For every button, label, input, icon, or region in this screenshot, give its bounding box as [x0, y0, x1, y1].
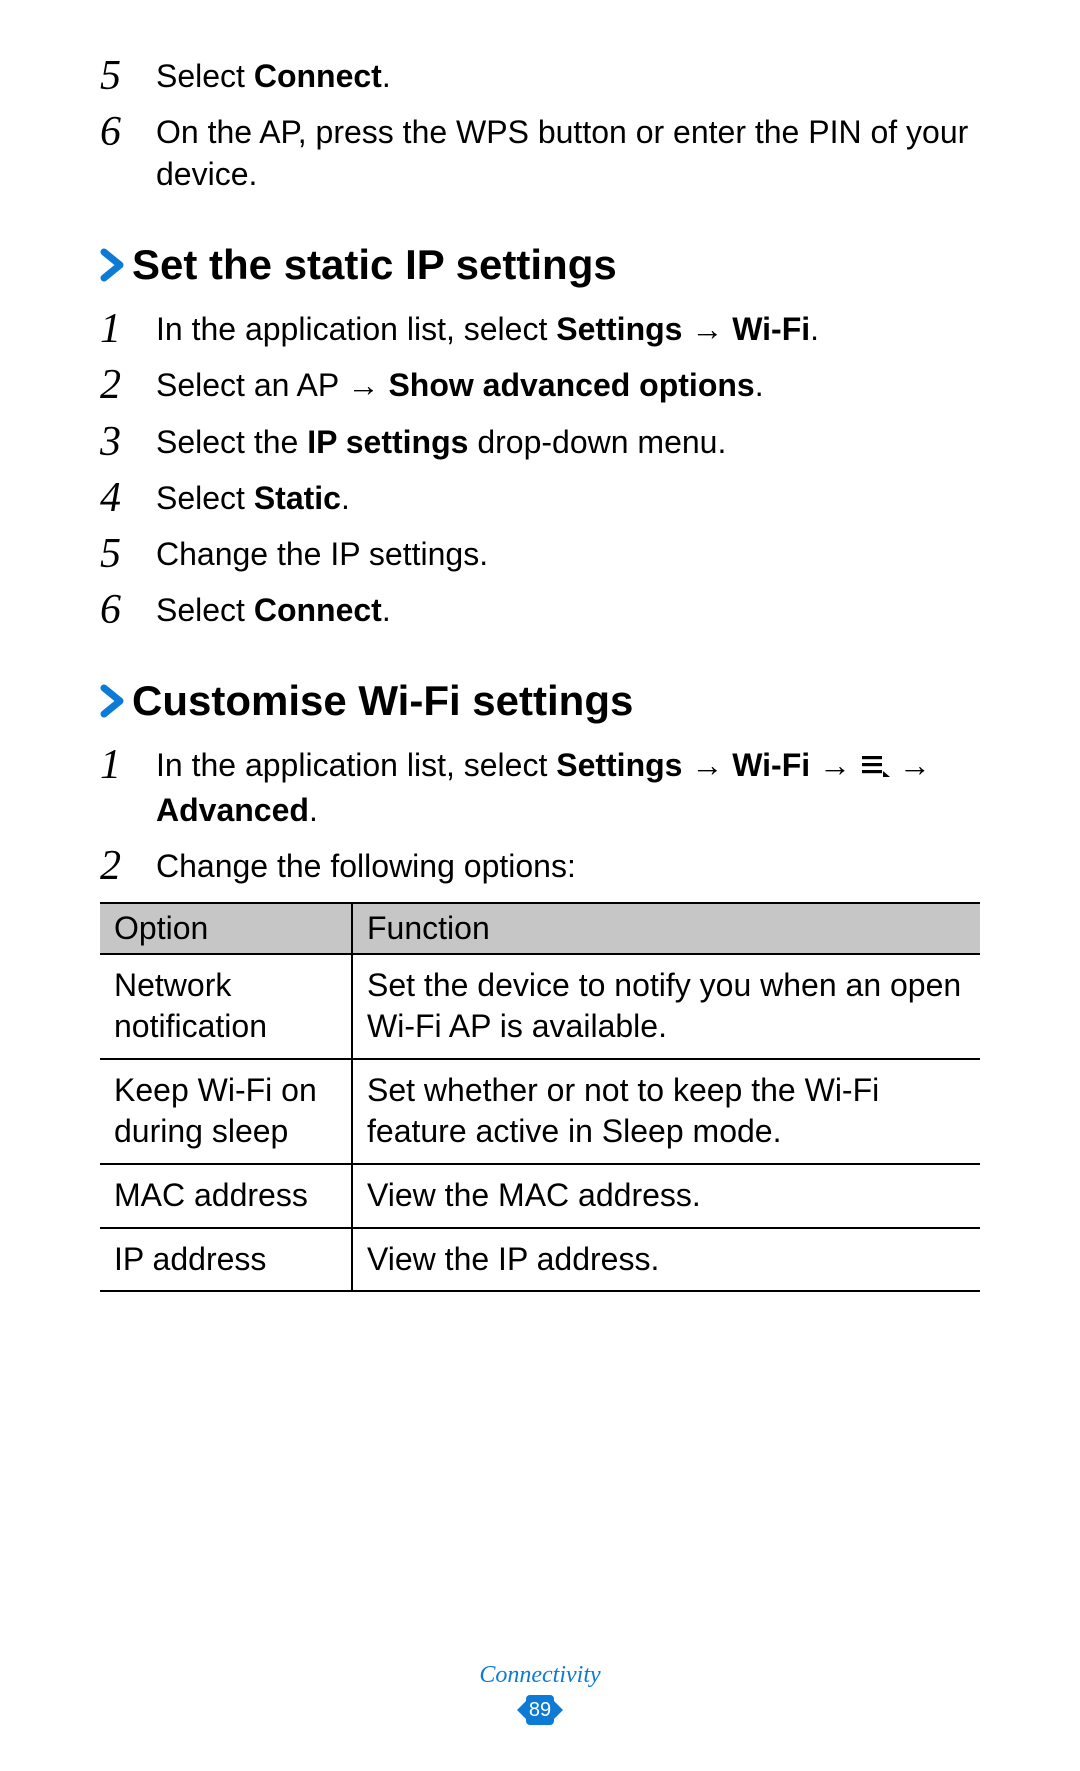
step-number: 2 — [100, 839, 144, 894]
manual-page: 5Select Connect.6On the AP, press the WP… — [0, 0, 1080, 1292]
section-heading-static-ip: Set the static IP settings — [100, 240, 980, 290]
step-item: 1In the application list, select Setting… — [100, 308, 980, 350]
static-ip-steps: 1In the application list, select Setting… — [100, 308, 980, 631]
table-header-function: Function — [352, 903, 980, 954]
step-item: 2Change the following options: — [100, 845, 980, 887]
step-item: 5Select Connect. — [100, 55, 980, 97]
section-title: Set the static IP settings — [132, 240, 617, 290]
chevron-icon — [100, 684, 126, 718]
options-table: Option Function Network notificationSet … — [100, 902, 980, 1293]
function-cell: View the IP address. — [352, 1228, 980, 1292]
function-cell: View the MAC address. — [352, 1164, 980, 1228]
customise-steps: 1In the application list, select Setting… — [100, 744, 980, 888]
step-item: 3Select the IP settings drop-down menu. — [100, 421, 980, 463]
page-number-badge: 89 — [517, 1695, 563, 1725]
step-number: 3 — [100, 415, 144, 470]
step-item: 6On the AP, press the WPS button or ente… — [100, 111, 980, 195]
step-number: 6 — [100, 105, 144, 160]
step-text: Select Connect. — [156, 592, 391, 628]
step-item: 1In the application list, select Setting… — [100, 744, 980, 831]
function-cell: Set whether or not to keep the Wi-Fi fea… — [352, 1059, 980, 1164]
page-number: 89 — [517, 1695, 563, 1725]
option-cell: Keep Wi-Fi on during sleep — [100, 1059, 352, 1164]
continued-steps: 5Select Connect. 6On the AP, press the WP… — [100, 55, 980, 196]
footer-section-label: Connectivity — [0, 1662, 1080, 1689]
step-text: Select Static. — [156, 480, 350, 516]
step-text: On the AP, press the WPS button or enter… — [156, 114, 968, 192]
section-heading-customise: Customise Wi-Fi settings — [100, 676, 980, 726]
step-number: 1 — [100, 302, 144, 357]
table-row: IP addressView the IP address. — [100, 1228, 980, 1292]
step-number: 1 — [100, 738, 144, 793]
step-item: 4Select Static. — [100, 477, 980, 519]
step-number: 2 — [100, 358, 144, 413]
step-text: Select the IP settings drop-down menu. — [156, 424, 726, 460]
option-cell: IP address — [100, 1228, 352, 1292]
step-item: 2Select an AP → Show advanced options. — [100, 364, 980, 406]
option-cell: Network notification — [100, 954, 352, 1059]
step-text: In the application list, select Settings… — [156, 747, 931, 828]
step-text: Select Connect. — [156, 58, 391, 94]
step-number: 5 — [100, 527, 144, 582]
menu-icon — [860, 747, 890, 789]
table-row: MAC addressView the MAC address. — [100, 1164, 980, 1228]
step-text: Select an AP → Show advanced options. — [156, 367, 764, 403]
step-item: 6Select Connect. — [100, 589, 980, 631]
step-text: Change the IP settings. — [156, 536, 488, 572]
table-row: Network notificationSet the device to no… — [100, 954, 980, 1059]
step-number: 6 — [100, 583, 144, 638]
option-cell: MAC address — [100, 1164, 352, 1228]
page-footer: Connectivity 89 — [0, 1662, 1080, 1725]
step-number: 5 — [100, 49, 144, 104]
step-item: 5Change the IP settings. — [100, 533, 980, 575]
section-title: Customise Wi-Fi settings — [132, 676, 633, 726]
step-text: Change the following options: — [156, 848, 576, 884]
table-row: Keep Wi-Fi on during sleepSet whether or… — [100, 1059, 980, 1164]
table-header-option: Option — [100, 903, 352, 954]
step-number: 4 — [100, 471, 144, 526]
step-text: In the application list, select Settings… — [156, 311, 819, 347]
function-cell: Set the device to notify you when an ope… — [352, 954, 980, 1059]
chevron-icon — [100, 248, 126, 282]
